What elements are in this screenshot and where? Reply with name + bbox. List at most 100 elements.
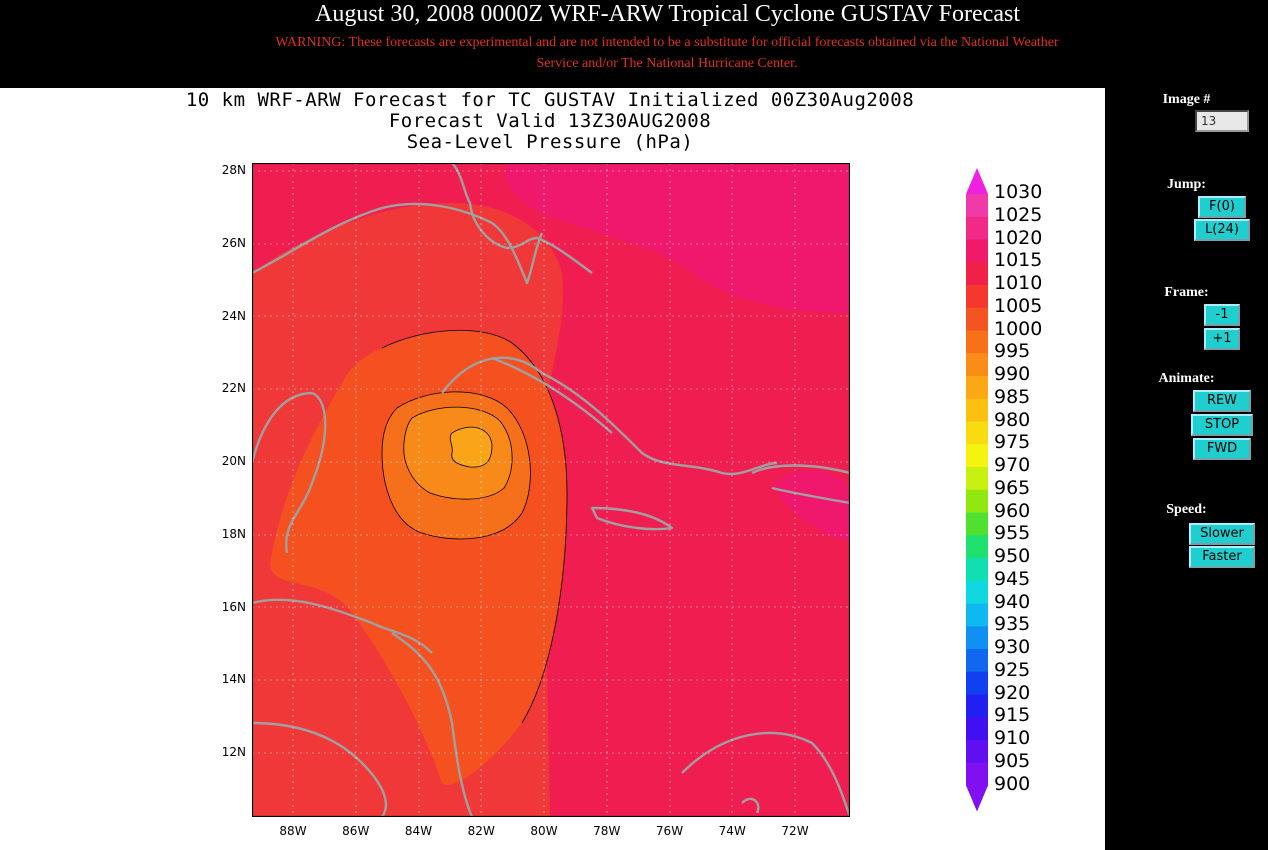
colorbar-swatch bbox=[966, 489, 988, 513]
colorbar-level-label: 980 bbox=[994, 408, 1031, 431]
colorbar-swatch bbox=[966, 285, 988, 309]
speed-label: Speed: bbox=[1166, 502, 1207, 517]
map-title: 10 km WRF-ARW Forecast for TC GUSTAV Ini… bbox=[170, 90, 930, 153]
frame-prev-button[interactable]: -1 bbox=[1204, 304, 1240, 326]
frame-label: Frame: bbox=[1164, 285, 1209, 300]
colorbar-level-label: 925 bbox=[994, 658, 1031, 681]
longitude-tick-label: 86W bbox=[342, 824, 370, 838]
colorbar-level-label: 990 bbox=[994, 363, 1031, 385]
latitude-tick-label: 26N bbox=[221, 235, 246, 250]
colorbar-level-label: 1005 bbox=[994, 294, 1043, 317]
colorbar-level-label: 910 bbox=[994, 727, 1031, 749]
colorbar-level-label: 920 bbox=[994, 681, 1031, 704]
forward-button[interactable]: FWD bbox=[1193, 438, 1251, 460]
latitude-tick-label: 20N bbox=[221, 454, 246, 468]
longitude-tick-label: 88W bbox=[279, 824, 307, 838]
colorbar-swatch bbox=[966, 512, 988, 536]
pressure-colorbar bbox=[966, 168, 988, 812]
colorbar-swatch bbox=[966, 467, 988, 491]
field-1015-haiti bbox=[772, 470, 850, 543]
field-985 bbox=[450, 427, 492, 468]
colorbar-level-label: 945 bbox=[994, 567, 1031, 590]
colorbar-swatch bbox=[966, 626, 988, 650]
pressure-map bbox=[252, 163, 850, 817]
colorbar-bottom-arrow bbox=[966, 785, 988, 812]
colorbar-swatch bbox=[966, 216, 988, 240]
longitude-tick-label: 74W bbox=[718, 824, 746, 838]
colorbar-swatch bbox=[966, 194, 988, 218]
image-number-label: Image # bbox=[1162, 92, 1211, 107]
colorbar-level-label: 950 bbox=[994, 545, 1031, 567]
jump-label: Jump: bbox=[1167, 177, 1206, 192]
forecast-panel: 10 km WRF-ARW Forecast for TC GUSTAV Ini… bbox=[0, 88, 1105, 850]
field-1015 bbox=[505, 163, 850, 313]
colorbar-level-label: 985 bbox=[994, 385, 1031, 408]
coastlines bbox=[252, 163, 850, 817]
faster-button[interactable]: Faster bbox=[1189, 546, 1255, 568]
slower-button[interactable]: Slower bbox=[1189, 523, 1255, 545]
colorbar-swatch bbox=[966, 694, 988, 718]
stop-button[interactable]: STOP bbox=[1191, 414, 1253, 436]
grid-lines bbox=[252, 163, 850, 817]
colorbar-swatch bbox=[966, 671, 988, 695]
colorbar-swatch bbox=[966, 376, 988, 400]
longitude-tick-label: 84W bbox=[404, 824, 433, 838]
longitude-tick-label: 72W bbox=[781, 824, 809, 838]
latitude-tick-label: 16N bbox=[221, 599, 246, 614]
latitude-tick-label: 12N bbox=[221, 745, 246, 759]
longitude-tick-label: 76W bbox=[655, 824, 684, 838]
colorbar-level-label: 900 bbox=[994, 772, 1031, 795]
longitude-tick-label: 82W bbox=[467, 824, 495, 838]
jump-first-button[interactable]: F(0) bbox=[1198, 196, 1246, 218]
map-title-line2: Forecast Valid 13Z30AUG2008 bbox=[388, 110, 712, 132]
colorbar-level-label: 905 bbox=[994, 749, 1031, 772]
page-title: August 30, 2008 0000Z WRF-ARW Tropical C… bbox=[315, 1, 1020, 27]
jump-last-button[interactable]: L(24) bbox=[1194, 219, 1250, 241]
colorbar-swatch bbox=[966, 421, 988, 445]
colorbar-level-label: 1020 bbox=[994, 226, 1043, 249]
colorbar-level-label: 915 bbox=[994, 704, 1031, 727]
frame-next-button[interactable]: +1 bbox=[1204, 328, 1240, 350]
latitude-tick-label: 28N bbox=[221, 163, 246, 177]
disclaimer-warning: WARNING: These forecasts are experimenta… bbox=[275, 35, 1059, 71]
colorbar-swatch bbox=[966, 307, 988, 331]
latitude-tick-label: 22N bbox=[221, 381, 246, 396]
colorbar-level-label: 930 bbox=[994, 636, 1031, 658]
colorbar-level-label: 935 bbox=[994, 613, 1031, 636]
colorbar-swatch bbox=[966, 740, 988, 764]
colorbar-swatch bbox=[966, 398, 988, 422]
animate-label: Animate: bbox=[1158, 371, 1215, 386]
longitude-tick-label: 78W bbox=[593, 824, 621, 838]
colorbar-level-label: 1015 bbox=[994, 249, 1043, 272]
colorbar-top-arrow bbox=[966, 168, 988, 194]
latitude-tick-label: 24N bbox=[221, 308, 246, 323]
colorbar-level-label: 1025 bbox=[994, 203, 1043, 226]
animation-controls: Image # Jump: F(0) L(24) Frame: -1 +1 An… bbox=[1105, 88, 1268, 850]
image-number-input[interactable] bbox=[1195, 110, 1249, 132]
page-header: August 30, 2008 0000Z WRF-ARW Tropical C… bbox=[0, 0, 1268, 88]
map-title-line1: 10 km WRF-ARW Forecast for TC GUSTAV Ini… bbox=[185, 89, 915, 111]
colorbar-level-label: 975 bbox=[994, 431, 1031, 454]
colorbar-swatch bbox=[966, 353, 988, 377]
isobar-lines bbox=[381, 329, 568, 724]
colorbar-swatch bbox=[966, 762, 988, 786]
colorbar-level-label: 995 bbox=[994, 340, 1031, 363]
latitude-tick-label: 14N bbox=[221, 672, 246, 687]
colorbar-swatch bbox=[966, 239, 988, 263]
colorbar-swatch bbox=[966, 262, 988, 286]
colorbar-level-label: 940 bbox=[994, 590, 1031, 613]
latitude-tick-label: 18N bbox=[221, 526, 246, 541]
colorbar-level-label: 970 bbox=[994, 454, 1031, 476]
colorbar-swatch bbox=[966, 330, 988, 354]
plot-frame bbox=[252, 163, 850, 817]
colorbar-swatch bbox=[966, 558, 988, 582]
colorbar-level-label: 965 bbox=[994, 476, 1031, 499]
colorbar-swatch bbox=[966, 444, 988, 468]
rewind-button[interactable]: REW bbox=[1193, 390, 1251, 412]
colorbar-level-label: 1000 bbox=[994, 317, 1043, 340]
colorbar-swatch bbox=[966, 717, 988, 741]
colorbar-swatch bbox=[966, 535, 988, 559]
colorbar-swatch bbox=[966, 580, 988, 604]
longitude-tick-label: 80W bbox=[530, 824, 558, 838]
colorbar-level-label: 1030 bbox=[994, 181, 1043, 203]
